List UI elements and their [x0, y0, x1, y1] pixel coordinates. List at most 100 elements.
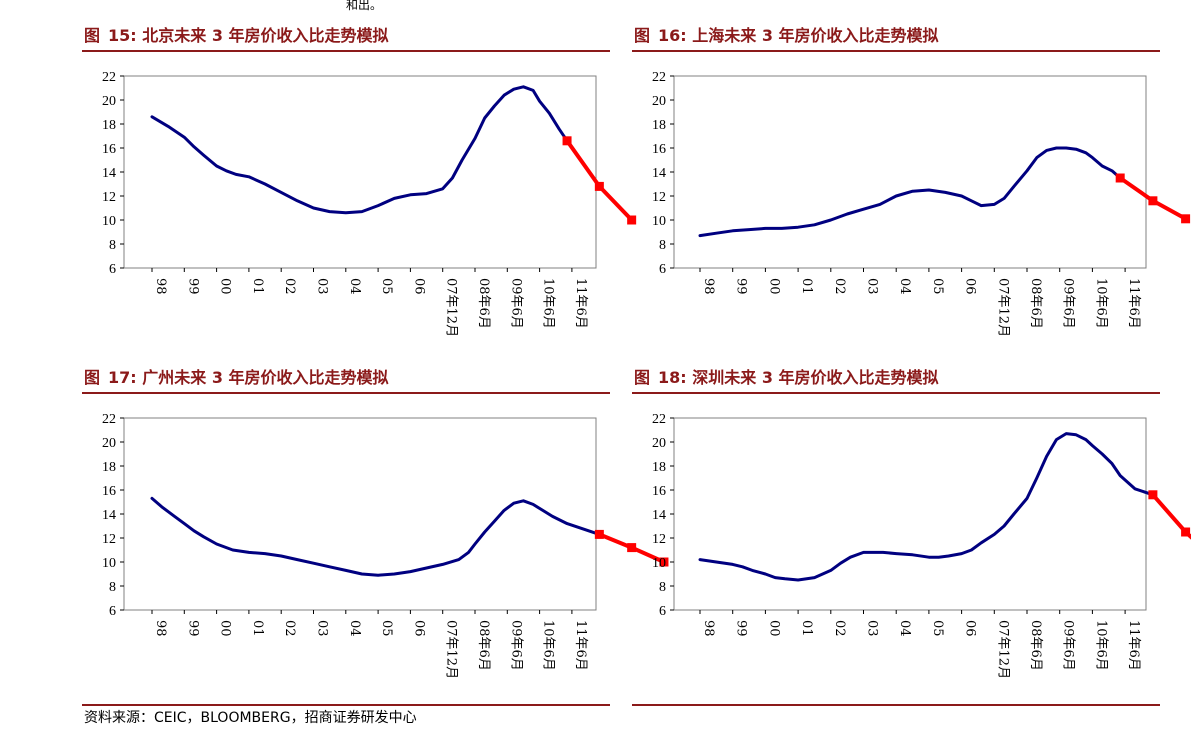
plot-area	[123, 417, 597, 611]
x-tick-label: 01	[799, 278, 814, 295]
y-tick-label: 12	[652, 190, 666, 205]
figure-label: 图	[634, 368, 651, 387]
x-tick-label: 04	[347, 278, 362, 295]
x-tick-label: 05	[930, 278, 945, 295]
y-tick-label: 8	[109, 238, 116, 253]
x-tick-label: 11年6月	[573, 620, 588, 671]
bottom-rule-left	[82, 704, 610, 706]
forecast-marker	[1181, 527, 1191, 537]
x-tick-label: 09年6月	[508, 620, 523, 671]
forecast-marker	[1181, 214, 1191, 224]
x-tick-label: 11年6月	[1126, 278, 1141, 329]
x-tick-label: 99	[734, 278, 749, 295]
forecast-marker	[659, 557, 669, 567]
x-tick-label: 08年6月	[476, 620, 491, 671]
x-tick-label: 05	[930, 620, 945, 637]
x-tick-label: 99	[185, 278, 200, 295]
x-tick-label: 11年6月	[573, 278, 588, 329]
series-line-history	[150, 85, 569, 215]
plot-area	[673, 75, 1147, 269]
figure-label: 图	[84, 26, 101, 45]
y-tick-label: 22	[652, 70, 666, 85]
y-tick-label: 8	[659, 580, 666, 595]
source-note: 资料来源：CEIC，BLOOMBERG，招商证券研发中心	[84, 710, 417, 726]
y-tick-label: 12	[102, 532, 116, 547]
x-tick-label: 98	[701, 278, 716, 295]
figure-number: 18:	[658, 368, 687, 387]
x-tick-label: 06	[411, 278, 426, 295]
forecast-marker	[1148, 196, 1158, 206]
x-tick-label: 06	[411, 620, 426, 637]
x-tick-label: 07年12月	[444, 620, 459, 679]
x-tick-label: 00	[766, 278, 781, 295]
x-tick-label: 08年6月	[1028, 620, 1043, 671]
y-tick-label: 16	[652, 484, 666, 499]
y-tick-label: 16	[652, 142, 666, 157]
x-tick-label: 98	[153, 620, 168, 637]
x-tick-label: 07年12月	[444, 278, 459, 337]
line-chart-shanghai: 22 20 18 16 14 12 10 8 6 98 99 00 01 02 03 04 05 06 07年12月…	[652, 70, 1191, 337]
x-tick-label: 00	[218, 620, 233, 637]
x-tick-label: 07年12月	[995, 278, 1010, 337]
x-tick-label: 02	[282, 278, 297, 295]
series-line-forecast	[565, 138, 634, 222]
figure-number: 16:	[658, 26, 687, 45]
series-line-history	[698, 146, 1122, 238]
forecast-marker	[627, 215, 637, 225]
y-tick-label: 12	[102, 190, 116, 205]
y-tick-label: 8	[109, 580, 116, 595]
y-tick-label: 14	[652, 508, 666, 523]
x-tick-label: 99	[734, 620, 749, 637]
x-tick-label: 07年12月	[995, 620, 1010, 679]
x-tick-label: 04	[347, 620, 362, 637]
figure-label: 图	[634, 26, 651, 45]
x-tick-label: 98	[701, 620, 716, 637]
figure-number: 15:	[108, 26, 137, 45]
x-tick-label: 04	[897, 620, 912, 637]
y-tick-label: 6	[659, 262, 666, 277]
x-tick-label: 05	[379, 620, 394, 637]
figure-title: 图 15: 北京未来 3 年房价收入比走势模拟	[82, 22, 610, 52]
forecast-marker	[1115, 173, 1125, 183]
x-tick-label: 09年6月	[508, 278, 523, 329]
x-tick-label: 10年6月	[1093, 620, 1108, 671]
x-tick-label: 03	[315, 620, 330, 637]
y-tick-label: 10	[102, 214, 116, 229]
plot-area	[123, 75, 597, 269]
forecast-marker	[594, 181, 604, 191]
figure-number: 17:	[108, 368, 137, 387]
forecast-marker	[627, 543, 637, 553]
bottom-rule-right	[632, 704, 1160, 706]
x-tick-label: 02	[832, 620, 847, 637]
y-tick-label: 22	[102, 70, 116, 85]
x-tick-label: 04	[897, 278, 912, 295]
y-tick-label: 10	[652, 214, 666, 229]
x-tick-label: 09年6月	[1061, 620, 1076, 671]
y-tick-label: 22	[102, 412, 116, 427]
y-tick-label: 18	[102, 460, 116, 475]
line-chart-guangzhou: 22 20 18 16 14 12 10 8 6 98 99 00 01 02 03 04 05 06 07年12月…	[102, 412, 669, 679]
y-tick-label: 10	[652, 556, 666, 571]
y-tick-label: 14	[102, 508, 116, 523]
x-tick-label: 03	[865, 278, 880, 295]
figure-title: 图 16: 上海未来 3 年房价收入比走势模拟	[632, 22, 1160, 52]
x-tick-label: 01	[250, 620, 265, 637]
figure-label: 图	[84, 368, 101, 387]
x-tick-label: 01	[250, 278, 265, 295]
forecast-marker	[1148, 490, 1158, 500]
figure-title-text: 上海未来 3 年房价收入比走势模拟	[692, 26, 939, 45]
y-tick-label: 20	[102, 436, 116, 451]
x-tick-label: 06	[963, 620, 978, 637]
forecast-marker	[594, 529, 604, 539]
y-tick-label: 18	[102, 118, 116, 133]
x-tick-label: 10年6月	[541, 278, 556, 329]
top-text-fragment: 和出。	[346, 0, 383, 12]
line-chart-shenzhen: 22 20 18 16 14 12 10 8 6 98 99 00 01 02 03 04 05 06 07年12月…	[652, 412, 1191, 679]
y-tick-label: 10	[102, 556, 116, 571]
y-tick-label: 18	[652, 118, 666, 133]
series-line-history	[698, 432, 1155, 582]
x-tick-label: 02	[832, 278, 847, 295]
series-line-history	[150, 496, 601, 577]
y-tick-label: 14	[102, 166, 116, 181]
x-tick-label: 11年6月	[1126, 620, 1141, 671]
